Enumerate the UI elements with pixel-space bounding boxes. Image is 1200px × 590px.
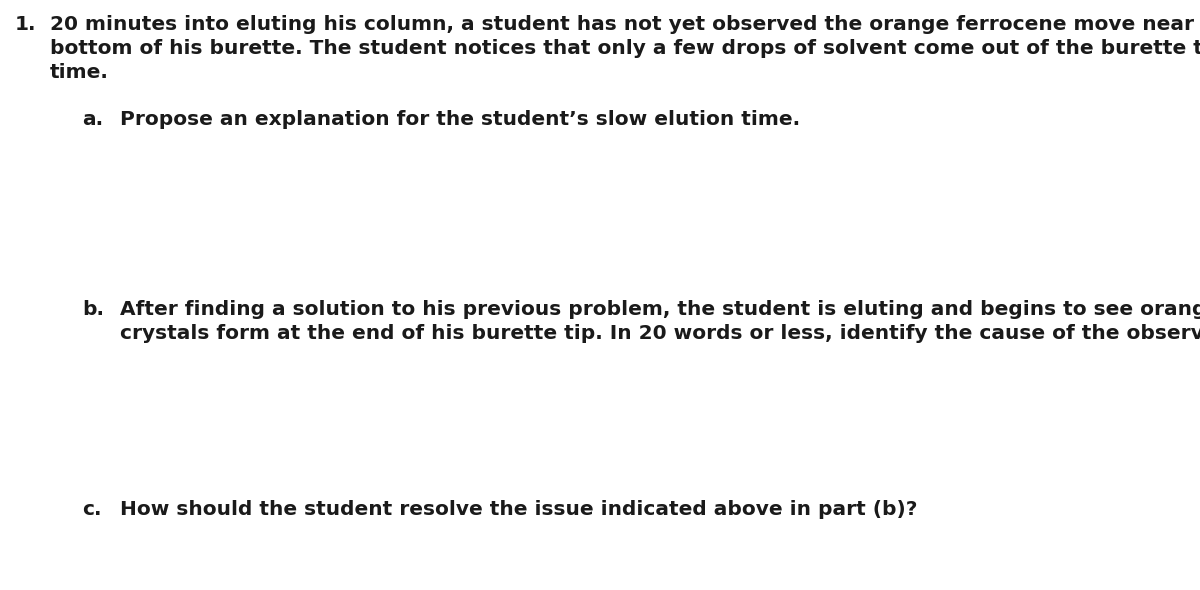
Text: c.: c. [82,500,102,519]
Text: a.: a. [82,110,103,129]
Text: time.: time. [50,63,109,82]
Text: After finding a solution to his previous problem, the student is eluting and beg: After finding a solution to his previous… [120,300,1200,319]
Text: b.: b. [82,300,104,319]
Text: How should the student resolve the issue indicated above in part (b)?: How should the student resolve the issue… [120,500,917,519]
Text: crystals form at the end of his burette tip. In 20 words or less, identify the c: crystals form at the end of his burette … [120,324,1200,343]
Text: bottom of his burette. The student notices that only a few drops of solvent come: bottom of his burette. The student notic… [50,39,1200,58]
Text: 1.: 1. [14,15,36,34]
Text: 20 minutes into eluting his column, a student has not yet observed the orange fe: 20 minutes into eluting his column, a st… [50,15,1200,34]
Text: Propose an explanation for the student’s slow elution time.: Propose an explanation for the student’s… [120,110,800,129]
